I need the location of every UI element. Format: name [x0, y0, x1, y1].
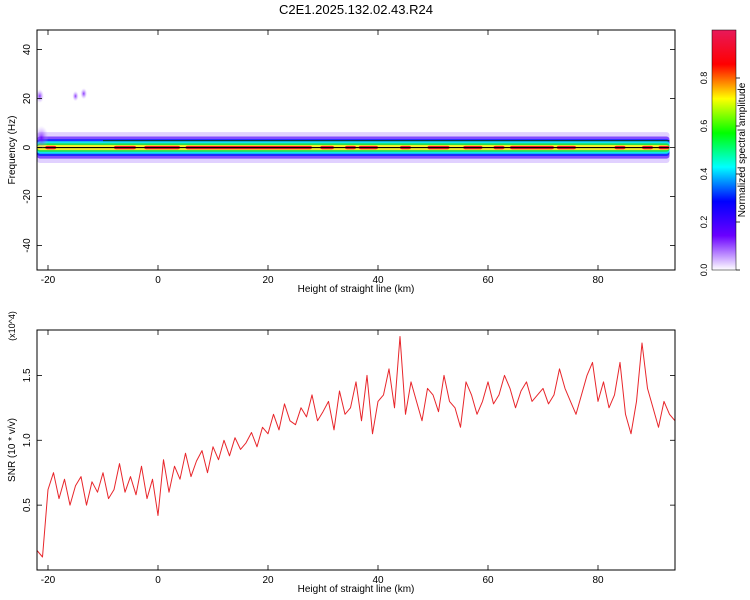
snr-x-tick-label: -20 — [41, 575, 56, 586]
spectrogram-marks — [37, 88, 670, 163]
spectrogram-x-tick-label: 60 — [482, 275, 494, 286]
colorbar-tick-label: 0.4 — [699, 168, 709, 181]
spectrogram-burst — [80, 88, 88, 100]
colorbar-tick-label: 0.2 — [699, 216, 709, 229]
colorbar-label: Normalized spectral amplitude — [737, 82, 748, 217]
snr-x-tick-label: 0 — [155, 575, 161, 586]
spectrogram-y-tick-label: -20 — [22, 189, 33, 204]
snr-x-tick-label: 20 — [262, 575, 274, 586]
snr-x-ticks: -20 0 20 40 60 80 — [41, 330, 604, 586]
spectrogram-x-tick-label: 20 — [262, 275, 274, 286]
snr-plot-area — [37, 330, 675, 570]
spectrogram-x-tick-label: 80 — [592, 275, 604, 286]
snr-y-tick-label: 1.0 — [22, 433, 33, 447]
colorbar-frame — [711, 29, 737, 271]
colorbar-ticks: 0.0 0.2 0.4 0.6 0.8 — [699, 72, 740, 277]
snr-y-axis-label: SNR (10 * v/v) — [7, 418, 18, 482]
spectrogram-burst — [72, 90, 79, 102]
spectrogram-x-tick-label: 0 — [155, 275, 161, 286]
figure-title: C2E1.2025.132.02.43.R24 — [279, 2, 433, 17]
snr-frame — [36, 329, 676, 571]
spectrogram-y-axis-label: Frequency (Hz) — [7, 116, 18, 185]
snr-x-tick-label: 80 — [592, 575, 604, 586]
colorbar-ramp — [712, 30, 736, 270]
colorbar-tick-label: 0.0 — [699, 264, 709, 277]
spectrogram-y-tick-label: 40 — [22, 44, 33, 56]
spectrogram-x-tick-label: -20 — [41, 275, 56, 286]
snr-y-multiplier: (x10^4) — [7, 311, 17, 341]
spectrogram-x-axis-label: Height of straight line (km) — [298, 284, 415, 295]
snr-x-tick-label: 60 — [482, 575, 494, 586]
snr-y-ticks: 0.5 1.0 1.5 — [22, 368, 675, 512]
snr-y-tick-label: 0.5 — [22, 498, 33, 512]
spectrogram-x-ticks: -20 0 20 40 60 80 — [41, 30, 604, 286]
spectrogram-burst — [37, 89, 44, 104]
snr-panel: -20 0 20 40 60 80 0.5 1.0 1.5 Height of straigh… — [7, 311, 676, 595]
spectrogram-y-tick-label: 20 — [22, 93, 33, 105]
snr-x-axis-label: Height of straight line (km) — [298, 584, 415, 595]
snr-marks — [37, 336, 675, 558]
spectrogram-y-tick-label: -40 — [22, 238, 33, 253]
spectrogram-y-ticks: -40 -20 0 20 40 — [22, 44, 675, 253]
colorbar-tick-label: 0.6 — [699, 120, 709, 133]
spectrogram-y-tick-label: 0 — [22, 144, 33, 150]
snr-y-tick-label: 1.5 — [22, 368, 33, 382]
snr-x-tick-label: 40 — [372, 575, 384, 586]
colorbar-tick-label: 0.8 — [699, 72, 709, 85]
spectrogram-burst — [37, 125, 49, 150]
spectrogram-x-tick-label: 40 — [372, 275, 384, 286]
colorbar: 0.0 0.2 0.4 0.6 0.8 Normalized spectral ampl… — [699, 29, 748, 277]
spectrogram-frame — [36, 29, 676, 271]
spectrogram-panel: -20 0 20 40 60 80 -40 -20 0 20 40 Height of strai… — [7, 29, 676, 295]
snr-series-line — [37, 336, 675, 558]
